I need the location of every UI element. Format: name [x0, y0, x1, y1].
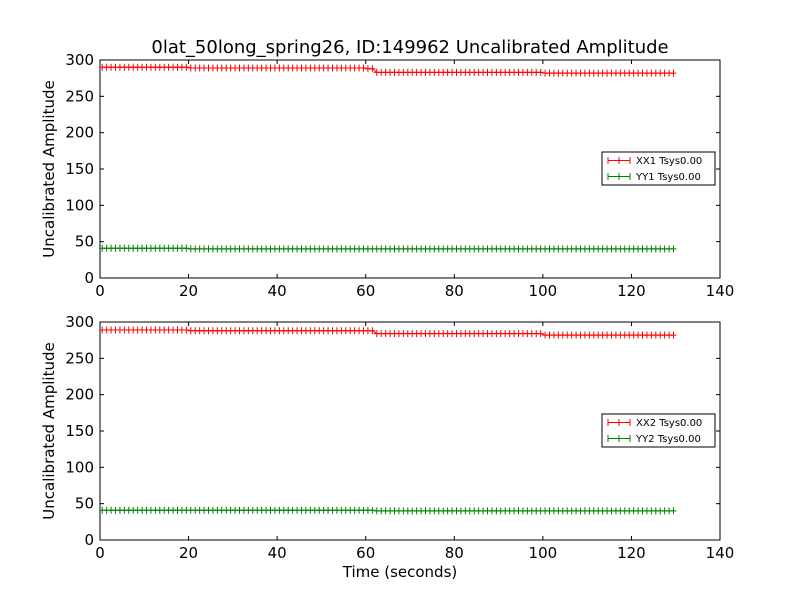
data-point — [360, 64, 367, 72]
legend-label: YY1 Tsys0.00 — [635, 172, 701, 183]
y-tick-label: 300 — [65, 51, 94, 69]
y-tick-label: 150 — [65, 422, 94, 440]
data-point — [183, 244, 190, 252]
legend-marker — [616, 173, 622, 180]
legend-box — [601, 413, 716, 448]
x-tick-label: 80 — [445, 282, 464, 300]
x-tick-label: 40 — [268, 544, 287, 562]
legend-marker — [616, 419, 622, 426]
y-axis-label: Uncalibrated Amplitude — [40, 80, 58, 257]
x-tick-label: 40 — [268, 282, 287, 300]
chart-title: 0lat_50long_spring26, ID:149962 Uncalibr… — [151, 37, 668, 58]
x-tick-label: 120 — [617, 282, 646, 300]
y-tick-label: 250 — [65, 87, 94, 105]
y-tick-label: 150 — [65, 160, 94, 178]
data-point — [537, 68, 544, 76]
y-tick-label: 300 — [65, 313, 94, 331]
x-tick-label: 0 — [95, 544, 105, 562]
x-tick-label: 100 — [529, 544, 558, 562]
data-point — [670, 69, 677, 77]
x-tick-label: 100 — [529, 282, 558, 300]
y-tick-label: 0 — [84, 269, 94, 287]
x-tick-label: 20 — [179, 282, 198, 300]
legend-label: YY2 Tsys0.00 — [635, 434, 701, 445]
x-tick-label: 120 — [617, 544, 646, 562]
data-point — [670, 245, 677, 253]
legend-label: XX1 Tsys0.00 — [636, 156, 702, 167]
series-yy1 — [99, 244, 677, 253]
y-tick-label: 100 — [65, 196, 94, 214]
x-axis-label: Time (seconds) — [342, 563, 458, 581]
legend-marker — [616, 157, 622, 164]
series-xx2 — [99, 326, 677, 339]
series-yy2 — [99, 506, 677, 515]
x-tick-label: 140 — [706, 282, 735, 300]
bottom-plot-panel: 0 20 40 60 80 100 120 140 0 50 100 150 200 250 300 Unca… — [40, 313, 734, 581]
legend-label: XX2 Tsys0.00 — [636, 418, 702, 429]
data-point — [670, 331, 677, 339]
data-point — [537, 330, 544, 338]
top-plot-panel: 0 20 40 60 80 100 120 140 0 50 100 150 200 250 300 Unca… — [40, 51, 734, 300]
legend-box — [601, 151, 716, 186]
x-tick-label: 80 — [445, 544, 464, 562]
data-point — [183, 63, 190, 71]
data-point — [183, 326, 190, 334]
legend: XX2 Tsys0.00 YY2 Tsys0.00 — [601, 413, 716, 448]
legend-marker — [616, 435, 622, 442]
x-tick-label: 60 — [356, 282, 375, 300]
legend: XX1 Tsys0.00 YY1 Tsys0.00 — [601, 151, 716, 186]
data-point — [369, 65, 376, 73]
y-tick-label: 100 — [65, 458, 94, 476]
y-tick-label: 250 — [65, 349, 94, 367]
y-tick-label: 50 — [75, 233, 94, 251]
y-tick-label: 200 — [65, 124, 94, 142]
x-tick-label: 0 — [95, 282, 105, 300]
x-tick-label: 60 — [356, 544, 375, 562]
y-tick-label: 0 — [84, 531, 94, 549]
data-point — [369, 327, 376, 335]
y-tick-label: 50 — [75, 495, 94, 513]
x-tick-label: 20 — [179, 544, 198, 562]
data-point — [670, 507, 677, 515]
data-point — [369, 506, 376, 514]
y-axis-label: Uncalibrated Amplitude — [40, 342, 58, 519]
x-tick-label: 140 — [706, 544, 735, 562]
series-xx1 — [99, 63, 677, 77]
y-tick-label: 200 — [65, 386, 94, 404]
